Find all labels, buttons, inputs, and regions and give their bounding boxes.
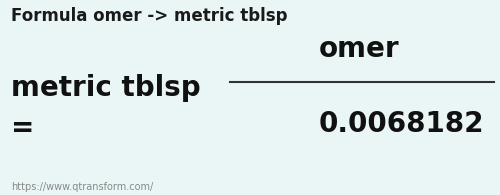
Text: 0.0068182: 0.0068182	[318, 110, 484, 138]
Text: =: =	[12, 114, 34, 142]
Text: https://www.qtransform.com/: https://www.qtransform.com/	[12, 182, 154, 192]
Text: omer: omer	[319, 35, 400, 63]
Text: metric tblsp: metric tblsp	[12, 74, 201, 102]
Text: Formula omer -> metric tblsp: Formula omer -> metric tblsp	[12, 7, 288, 25]
